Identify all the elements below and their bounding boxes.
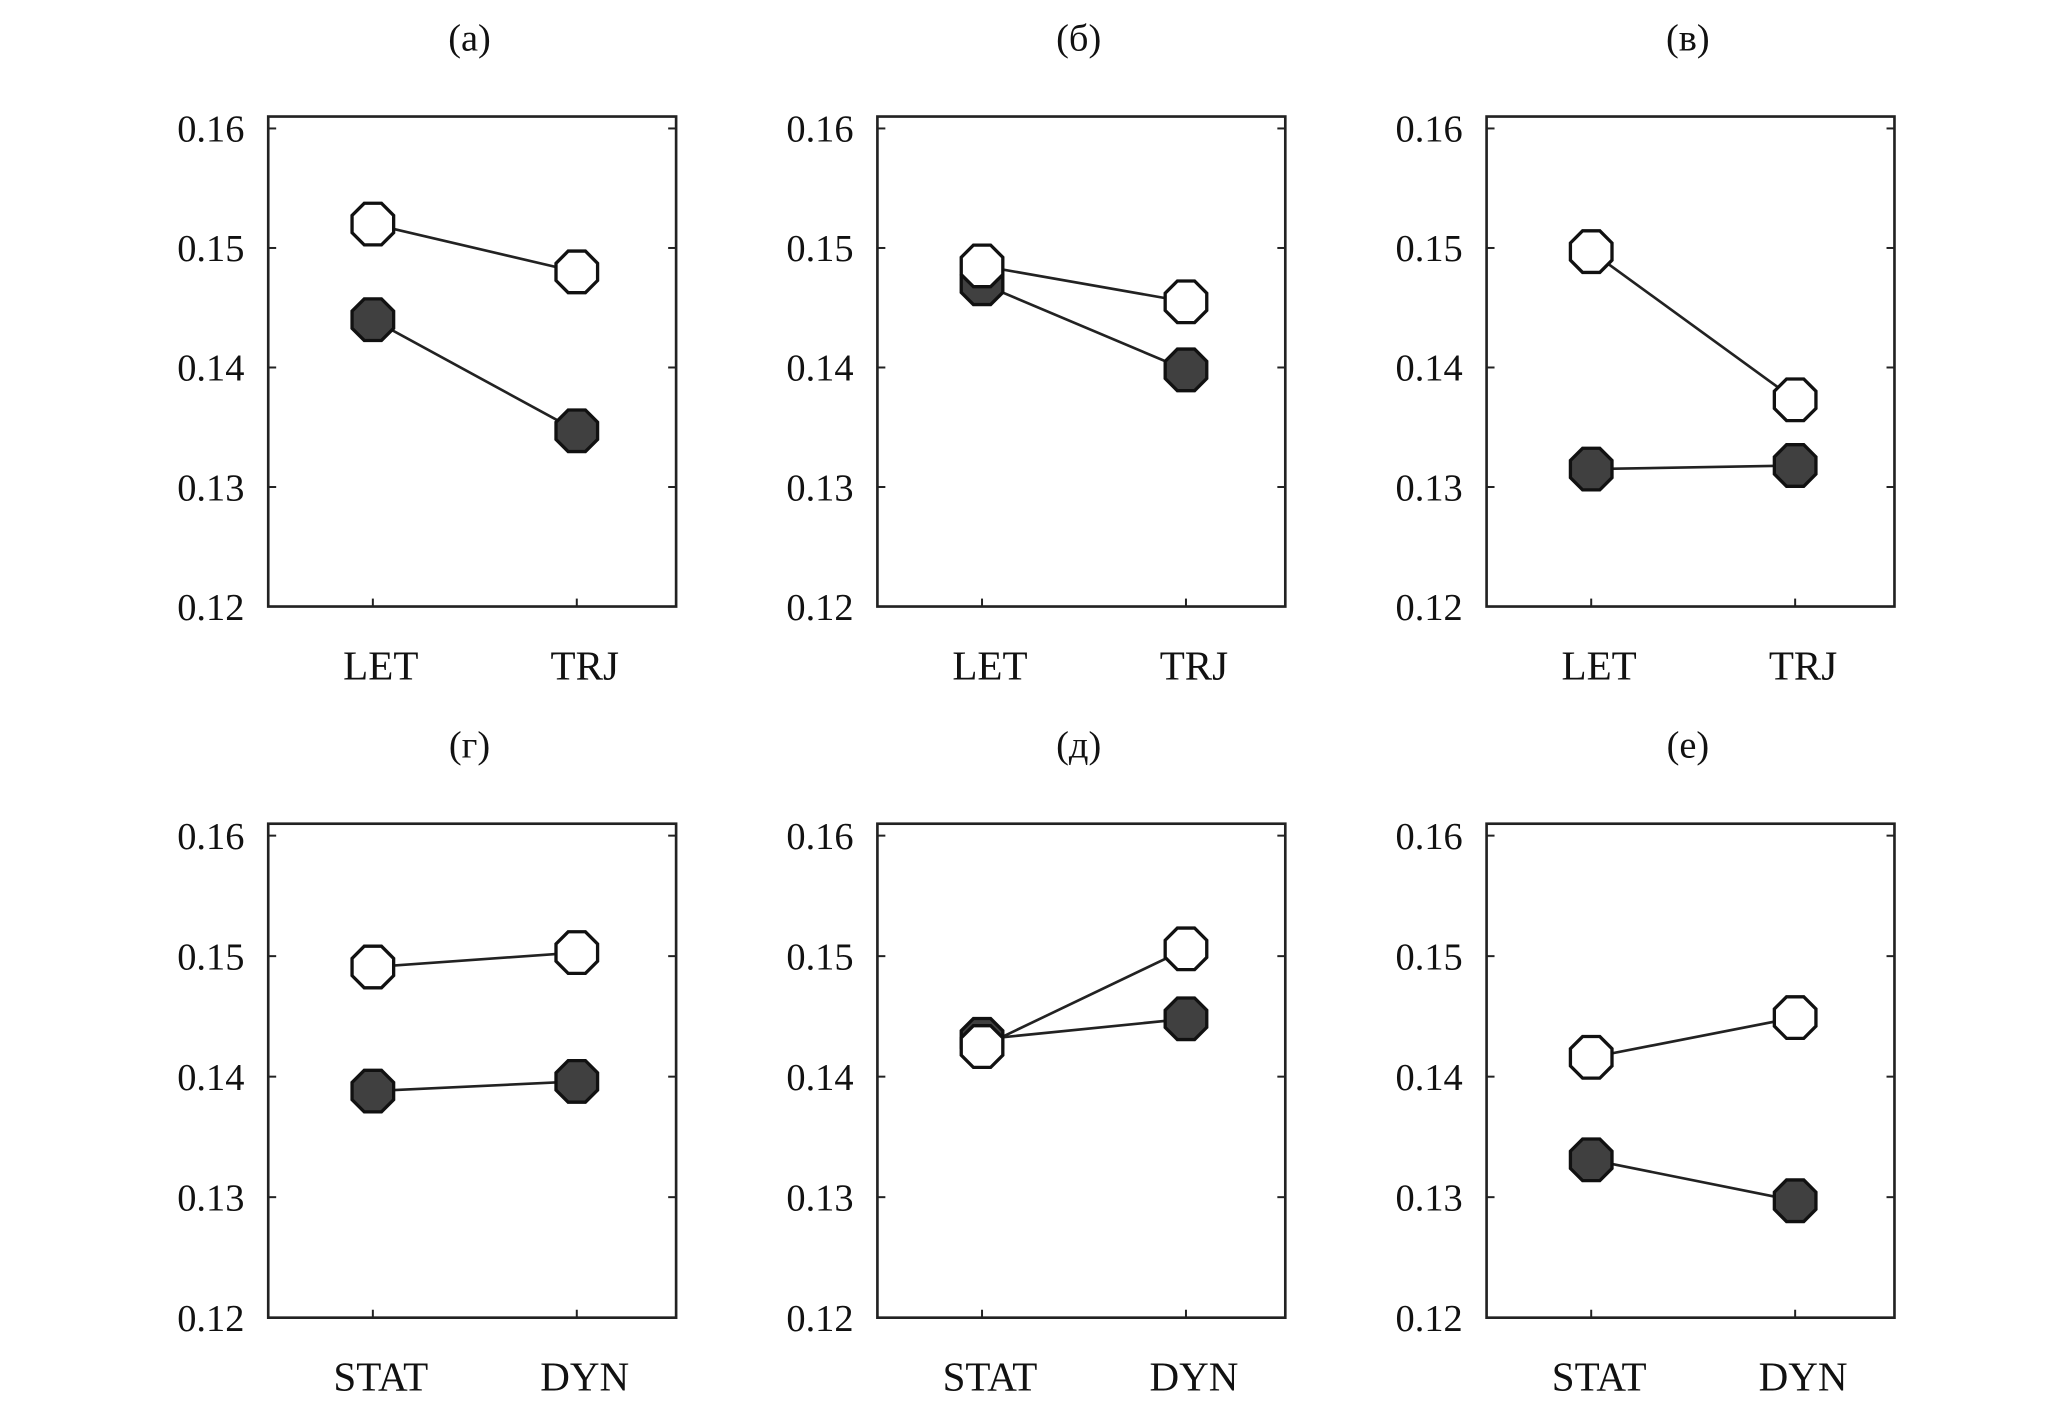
data-point-filled (554, 1058, 600, 1104)
y-tick-label: 0.12 (786, 1298, 853, 1340)
panel-title: (а) (448, 17, 491, 59)
y-tick-label: 0.16 (177, 109, 244, 151)
data-point-filled (1772, 1178, 1818, 1224)
series-line-open (1590, 1016, 1796, 1059)
y-tick-label: 0.13 (1396, 467, 1463, 509)
panel-title: (г) (449, 724, 490, 766)
x-tick-label: DYN (1149, 1354, 1238, 1400)
panel-1: (а) 0.16 0.15 0.14 0.13 0.12 LET TRJ (177, 17, 678, 688)
x-tick-label: DYN (1759, 1354, 1848, 1400)
panel-title: (е) (1667, 724, 1710, 766)
panel-4: (г) 0.16 0.15 0.14 0.13 0.12 STAT DYN (177, 724, 678, 1400)
data-point-open (1163, 926, 1209, 972)
panel-title: (б) (1056, 17, 1101, 59)
data-point-open (350, 944, 396, 990)
y-tick-label: 0.16 (177, 816, 244, 858)
series-line-filled (372, 318, 578, 433)
data-point-open (1568, 229, 1614, 275)
panel-6: (е) 0.16 0.15 0.14 0.13 0.12 STAT DYN (1396, 724, 1896, 1400)
data-point-filled (350, 297, 396, 343)
y-tick-label: 0.16 (786, 109, 853, 151)
series-line-open (372, 951, 577, 969)
y-tick-label: 0.15 (1396, 228, 1463, 270)
data-point-open (959, 1024, 1005, 1070)
y-tick-label: 0.12 (177, 1298, 244, 1340)
data-point-open (959, 243, 1005, 289)
panel-title: (в) (1666, 17, 1710, 59)
y-tick-label: 0.15 (786, 228, 853, 270)
y-tick-label: 0.15 (177, 936, 244, 978)
y-tick-label: 0.12 (786, 587, 853, 629)
x-tick-label: TRJ (1769, 642, 1837, 688)
plot-frame (266, 115, 678, 608)
plot-frame (1485, 822, 1896, 1320)
panel-title: (д) (1056, 724, 1101, 766)
y-tick-label: 0.12 (1396, 587, 1463, 629)
plot-frame (876, 822, 1287, 1320)
x-tick-label: TRJ (1160, 642, 1228, 688)
data-point-filled (350, 1068, 396, 1114)
x-tick-label: DYN (540, 1354, 629, 1400)
data-point-open (554, 249, 600, 295)
y-tick-label: 0.14 (177, 348, 244, 390)
x-tick-label: STAT (943, 1354, 1038, 1400)
y-tick-label: 0.14 (786, 348, 853, 390)
series-line-filled (981, 1017, 1187, 1041)
y-tick-label: 0.15 (786, 936, 853, 978)
data-point-filled (1568, 446, 1614, 492)
x-tick-label: LET (952, 642, 1027, 688)
plot-frame (876, 115, 1287, 608)
y-tick-label: 0.13 (177, 467, 244, 509)
x-tick-label: STAT (1552, 1354, 1647, 1400)
plot-frame (1485, 115, 1896, 608)
data-point-filled (1772, 443, 1818, 488)
x-tick-label: LET (1562, 642, 1637, 688)
data-point-open (1772, 995, 1818, 1041)
series-line-filled (1590, 1158, 1796, 1203)
y-tick-label: 0.12 (177, 587, 244, 629)
y-tick-label: 0.14 (786, 1057, 853, 1099)
y-tick-label: 0.13 (786, 1177, 853, 1219)
data-point-open (1772, 377, 1818, 423)
y-tick-label: 0.15 (177, 228, 244, 270)
y-tick-label: 0.16 (786, 816, 853, 858)
y-tick-label: 0.13 (177, 1177, 244, 1219)
data-point-filled (1568, 1137, 1614, 1183)
y-tick-label: 0.15 (1396, 936, 1463, 978)
panel-5: (д) 0.16 0.15 0.14 0.13 0.12 STAT DYN (786, 724, 1287, 1400)
series-line-filled (1591, 464, 1796, 471)
y-tick-label: 0.13 (786, 467, 853, 509)
panel-3: (в) 0.16 0.15 0.14 0.13 0.12 LET TRJ (1396, 17, 1896, 688)
x-tick-label: TRJ (551, 642, 619, 688)
y-tick-label: 0.16 (1396, 109, 1463, 151)
series-line-filled (372, 1080, 577, 1093)
y-tick-label: 0.12 (1396, 1298, 1463, 1340)
y-tick-label: 0.14 (1396, 348, 1463, 390)
data-point-filled (1163, 347, 1209, 393)
plot-frame (266, 822, 678, 1320)
data-point-open (350, 201, 396, 247)
y-tick-label: 0.14 (1396, 1057, 1463, 1099)
series-line-open (981, 264, 1187, 304)
series-line-filled (981, 282, 1187, 372)
data-point-filled (1163, 996, 1209, 1042)
data-point-open (1163, 279, 1209, 325)
y-tick-label: 0.16 (1396, 816, 1463, 858)
data-point-filled (554, 408, 600, 454)
data-point-open (554, 930, 600, 976)
series-line-open (981, 947, 1187, 1048)
x-tick-label: STAT (333, 1354, 428, 1400)
panel-2: (б) 0.16 0.15 0.14 0.13 0.12 LET TRJ (786, 17, 1287, 688)
series-line-open (372, 222, 578, 274)
data-point-open (1568, 1034, 1614, 1080)
x-tick-label: LET (343, 642, 418, 688)
y-tick-label: 0.13 (1396, 1177, 1463, 1219)
y-tick-label: 0.14 (177, 1057, 244, 1099)
series-line-open (1590, 250, 1796, 401)
